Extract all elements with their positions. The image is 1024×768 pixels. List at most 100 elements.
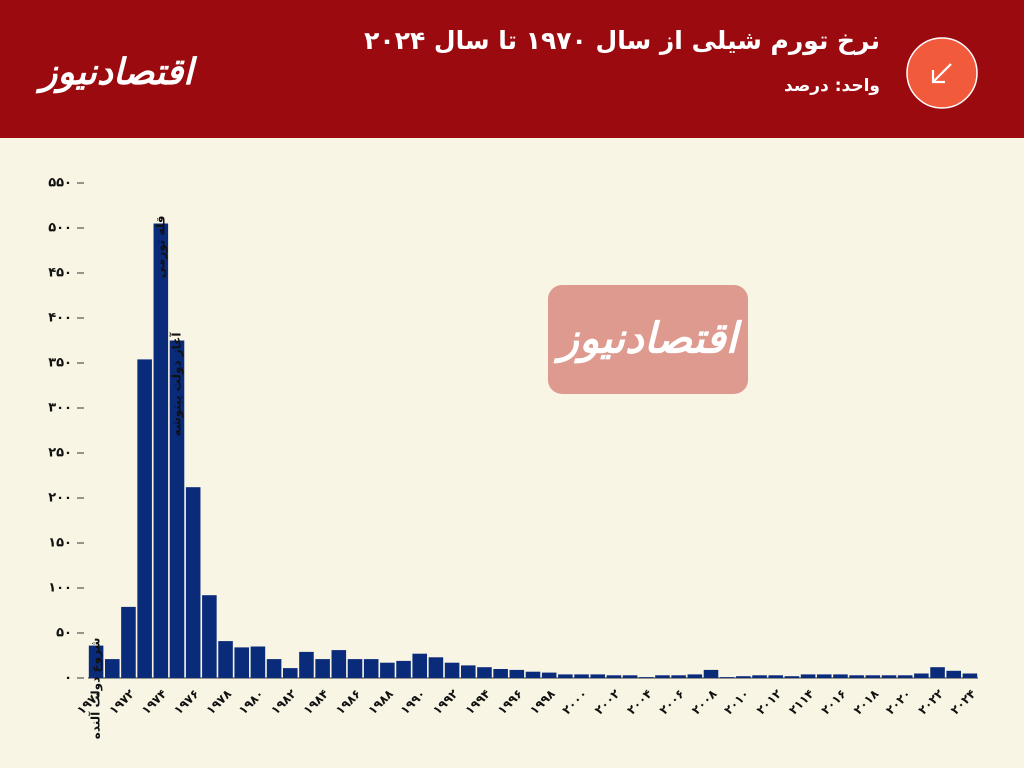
bar xyxy=(914,673,929,678)
y-tick-label: ۵۵۰ xyxy=(48,176,72,191)
annotation: شروع دولت آلنده xyxy=(88,638,104,740)
bar xyxy=(655,675,670,678)
x-tick-label: ۲۰۱۶ xyxy=(818,687,849,718)
chart: اقتصادنیوز ۰ ۵۰ ۱۰۰ ۱۵۰ ۲۰۰ ۲۵۰ ۳۰۰ ۳۵۰ ۴۰۰ ۴۵۰ ۵۰… xyxy=(48,176,979,740)
y-tick-label: ۵۰ xyxy=(56,626,72,641)
bar xyxy=(833,674,848,678)
bar xyxy=(250,646,266,678)
bar xyxy=(121,606,136,678)
x-tick-label: ۱۹۹۴ xyxy=(462,687,493,718)
bar xyxy=(881,675,897,678)
y-tick-label: ۱۰۰ xyxy=(48,581,72,596)
bar xyxy=(396,660,411,678)
bar xyxy=(363,659,379,678)
x-tick-label: ۱۹۹۸ xyxy=(527,686,558,717)
bar xyxy=(946,670,962,678)
x-tick-label: ۲۰۲۰ xyxy=(883,687,914,718)
x-tick-label: ۱۹۷۶ xyxy=(171,687,202,718)
y-tick-label: ۲۵۰ xyxy=(48,446,72,461)
bar xyxy=(800,674,816,678)
annotation: آغاز دولت پینوشه xyxy=(169,332,185,437)
x-tick-label: ۲۰۱۲ xyxy=(754,686,785,717)
bar xyxy=(606,675,622,678)
bar xyxy=(622,675,638,678)
bar xyxy=(137,359,152,678)
bar xyxy=(202,595,217,678)
annotation: قله تورمی xyxy=(153,216,168,279)
bar xyxy=(266,659,282,678)
bar xyxy=(104,659,120,678)
bar xyxy=(816,674,832,678)
bar xyxy=(719,677,735,678)
x-tick-label: ۱۹۸۴ xyxy=(301,687,332,718)
y-tick-label: ۴۰۰ xyxy=(48,311,72,326)
bar xyxy=(525,671,541,678)
x-tick-label: ۱۹۸۸ xyxy=(365,686,396,717)
bar xyxy=(638,677,654,678)
bar xyxy=(541,672,557,678)
icon xyxy=(906,37,978,109)
bar xyxy=(962,673,978,678)
bar xyxy=(444,662,460,678)
bar xyxy=(428,657,444,678)
bar xyxy=(88,645,104,678)
watermark: اقتصادنیوز xyxy=(553,314,743,364)
bar xyxy=(169,340,185,678)
x-tick-label: ۲۰۰۸ xyxy=(689,686,720,717)
y-tick-label: ۳۰۰ xyxy=(48,401,72,416)
bar xyxy=(234,647,250,678)
bar xyxy=(509,669,525,678)
x-tick-label: ۲۰۰۴ xyxy=(624,687,655,718)
bar xyxy=(574,674,589,678)
y-tick-label: ۱۵۰ xyxy=(48,536,72,551)
watermark-box xyxy=(548,285,748,394)
x-tick-label: ۱۹۷۲ xyxy=(106,686,137,717)
bar xyxy=(736,676,751,678)
bar xyxy=(671,675,686,678)
bar xyxy=(768,675,784,678)
y-tick-label: ۳۵۰ xyxy=(48,356,72,371)
x-tick-label: ۱۹۹۲ xyxy=(430,686,461,717)
bar xyxy=(703,669,719,678)
bar xyxy=(315,659,330,678)
chart-title: نرخ تورم شیلی از سال ۱۹۷۰ تا سال ۲۰۲۴ xyxy=(364,26,880,55)
bar xyxy=(784,676,800,678)
bar xyxy=(590,674,606,678)
logo: اقتصادنیوز xyxy=(40,52,194,93)
x-tick-label: ۱۹۷۴ xyxy=(139,687,170,718)
bar xyxy=(930,667,945,678)
bar xyxy=(687,674,703,678)
x-tick-label: ۱۹۸۰ xyxy=(236,687,267,718)
bar xyxy=(460,665,476,678)
bar xyxy=(331,650,347,678)
x-tick-label: ۲۰۱۰ xyxy=(721,687,752,718)
bar xyxy=(412,653,428,678)
bar xyxy=(865,675,881,678)
x-tick-label: ۲۰۰۶ xyxy=(657,687,688,718)
bar xyxy=(185,487,201,678)
x-tick-label: ۱۹۷۸ xyxy=(204,686,235,717)
bar xyxy=(493,669,508,678)
x-tick-label: ۱۹۹۰ xyxy=(398,687,429,718)
bar xyxy=(299,651,314,678)
bar xyxy=(347,659,363,678)
x-tick-label: ۱۹۹۶ xyxy=(495,687,526,718)
y-tick-label: ۴۵۰ xyxy=(48,266,72,281)
bar xyxy=(153,223,169,678)
chart-subtitle: واحد: درصد xyxy=(784,76,880,96)
bar xyxy=(380,662,395,678)
x-tick-label: ۲۱۱۴ xyxy=(786,687,817,718)
y-tick-label: ۵۰۰ xyxy=(48,221,72,236)
bar xyxy=(477,667,492,678)
y-tick-label: ۲۰۰ xyxy=(48,491,72,506)
bar xyxy=(849,675,864,678)
bar xyxy=(282,668,298,678)
x-tick-label: ۲۰۰۰ xyxy=(560,687,591,718)
x-tick-label: ۲۰۲۴ xyxy=(948,687,979,718)
x-tick-label: ۲۰۲۲ xyxy=(916,686,947,717)
bar xyxy=(897,675,913,678)
x-tick-label: ۲۰۱۸ xyxy=(851,686,882,717)
x-tick-label: ۱۹۸۲ xyxy=(268,686,299,717)
x-tick-label: ۲۰۰۲ xyxy=(592,686,623,717)
